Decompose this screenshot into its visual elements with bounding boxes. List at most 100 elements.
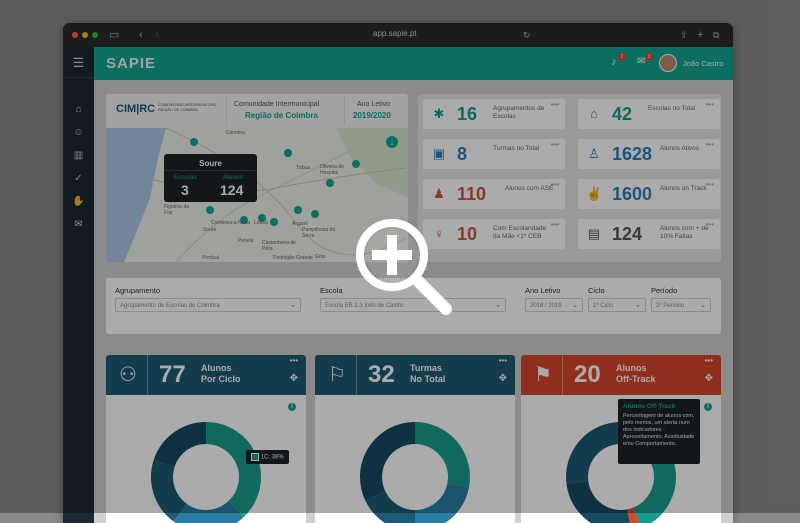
filter-escola-select[interactable]: Escola EB 2,3 Inês de Castro ⌄ <box>320 298 506 312</box>
filter-agrupamento-value: Agrupamento de Escolas de Coimbra <box>120 303 220 309</box>
move-icon[interactable]: ✥ <box>498 373 507 384</box>
filter-ciclo-label: Ciclo <box>588 286 605 295</box>
stat-card[interactable]: ♙ 1628 Alunos Ativos ••• <box>578 139 720 169</box>
more-options-icon[interactable]: ••• <box>704 356 713 365</box>
year-label: Ano Letivo <box>357 101 391 108</box>
new-tab-icon[interactable]: + <box>697 29 704 41</box>
more-options-icon[interactable]: ••• <box>550 180 559 189</box>
close-dot[interactable] <box>72 32 78 38</box>
avatar[interactable] <box>659 54 677 72</box>
map-place: Penela <box>238 238 254 244</box>
org-logo-sub: COMUNIDADE INTERMUNICIPAL REGIÃO DE COIM… <box>158 103 217 112</box>
filter-ciclo-select[interactable]: 1º Ciclo ⌄ <box>588 298 646 312</box>
more-options-icon[interactable]: ••• <box>550 100 559 109</box>
stat-card[interactable]: ✱ 16 Agrupamentos de Escolas ••• <box>423 99 565 129</box>
card-header: ⚐ 32 Turmas No Total ••• ✥ <box>315 355 515 395</box>
stat-card[interactable]: ▣ 8 Turmas no Total ••• <box>423 139 565 169</box>
card-label-2: Off-Track <box>616 374 656 384</box>
chart-tooltip-label: 1C: 38% <box>260 454 284 461</box>
more-options-icon[interactable]: ••• <box>705 220 714 229</box>
more-options-icon[interactable]: ••• <box>498 356 507 365</box>
donut-slice[interactable] <box>151 460 188 522</box>
offtrack-tooltip: Alunos Off-Track Percentagem de alunos c… <box>618 399 700 464</box>
maximize-dot[interactable] <box>92 32 98 38</box>
filter-agrupamento-select[interactable]: Agrupamento de Escolas de Coimbra ⌄ <box>115 298 301 312</box>
map-place: Góis <box>315 254 326 260</box>
url-bar[interactable]: app.sapie.pt <box>373 29 417 38</box>
minimize-dot[interactable] <box>82 32 88 38</box>
menu-icon[interactable]: ☰ <box>72 55 85 70</box>
tooltip-title: Soure <box>199 159 222 168</box>
map-place: Castanheira de Pêra <box>262 240 296 252</box>
stat-value: 1600 <box>612 184 653 204</box>
mail-icon[interactable]: ✉ <box>74 219 83 230</box>
more-options-icon[interactable]: ••• <box>289 356 298 365</box>
donut-slice[interactable] <box>153 422 207 468</box>
card-header: ⚑ 20 Alunos Off-Track ••• ✥ <box>521 355 721 395</box>
donut-slice[interactable] <box>360 422 416 501</box>
hand-icon[interactable]: ✋ <box>72 196 85 207</box>
donut-slice[interactable] <box>414 422 470 488</box>
tooltip-col1-value: 3 <box>181 182 189 198</box>
sidebar: ☰ ⌂ ☺ ▥ ✓ ✋ ✉ <box>63 47 94 523</box>
more-options-icon[interactable]: ••• <box>705 140 714 149</box>
zoom-in-icon[interactable] <box>350 213 460 323</box>
app-logo[interactable]: SAPIE <box>106 55 157 72</box>
stat-label: Turmas no Total <box>493 145 540 152</box>
chart-icon[interactable]: ▥ <box>73 150 84 161</box>
teacher-icon: ⚐ <box>328 364 346 386</box>
more-options-icon[interactable]: ••• <box>705 180 714 189</box>
home-icon[interactable]: ⌂ <box>75 104 82 115</box>
filter-ano-select[interactable]: 2018 / 2019 ⌄ <box>525 298 583 312</box>
users-icon[interactable]: ☺ <box>73 127 84 138</box>
back-icon[interactable]: ‹ <box>139 29 143 41</box>
stat-card[interactable]: ⌂ 42 Escolas no Total ••• <box>578 99 720 129</box>
stat-value: 110 <box>457 184 487 204</box>
check-icon[interactable]: ✓ <box>74 173 83 184</box>
info-icon[interactable]: i <box>288 403 296 411</box>
card-label-2: Por Ciclo <box>201 374 241 384</box>
tooltip-col1-label: Escolas <box>174 174 197 181</box>
bell-icon[interactable]: ♪ <box>611 56 617 68</box>
stat-card[interactable]: ♀ 10 Com Escolaridade da Mãe <1º CEB ••• <box>423 219 565 249</box>
region-map[interactable]: i <box>106 128 408 262</box>
move-icon[interactable]: ✥ <box>289 373 298 384</box>
stat-card[interactable]: ✌ 1600 Alunos on Track ••• <box>578 179 720 209</box>
info-icon[interactable]: i <box>704 403 712 411</box>
more-options-icon[interactable]: ••• <box>705 100 714 109</box>
map-place: Oliveira do Hospital <box>320 164 344 176</box>
card-turmas-no-total: ⚐ 32 Turmas No Total ••• ✥ <box>315 355 515 523</box>
chevron-down-icon: ⌄ <box>495 302 501 309</box>
dashboard-content: CIM|RC COMUNIDADE INTERMUNICIPAL REGIÃO … <box>94 80 733 523</box>
sidebar-toggle-icon[interactable]: ▭ <box>109 29 120 41</box>
clipboard-icon: ▤ <box>587 226 601 241</box>
offtrack-tooltip-body: Percentagem de alunos com, pelo menos, u… <box>623 413 695 447</box>
stat-card[interactable]: ♟ 110 Alunos com ASE ••• <box>423 179 565 209</box>
donut-slice[interactable] <box>626 507 640 523</box>
map-place: Condeixa-a-Nova <box>211 220 250 226</box>
filter-ciclo-value: 1º Ciclo <box>593 303 614 309</box>
stat-value: 1628 <box>612 144 653 164</box>
community-value: Região de Coimbra <box>245 111 318 120</box>
stat-label: Agrupamentos de Escolas <box>493 105 545 120</box>
envelope-icon[interactable]: ✉ <box>637 56 646 67</box>
reload-icon[interactable]: ↻ <box>523 30 531 40</box>
share-icon[interactable]: ⇪ <box>680 30 688 40</box>
card-label-2: No Total <box>410 374 446 384</box>
classroom-icon: ▣ <box>432 146 446 161</box>
mother-icon: ♀ <box>434 226 444 241</box>
move-icon[interactable]: ✥ <box>704 373 713 384</box>
stat-card[interactable]: ▤ 124 Alunos com + de 10% Faltas ••• <box>578 219 720 249</box>
tabs-overview-icon[interactable]: ⧉ <box>713 30 720 40</box>
map-place: Figueira da Foz <box>164 204 190 216</box>
chevron-down-icon: ⌄ <box>572 302 578 309</box>
map-place: Pedrógão Grande <box>273 255 313 261</box>
more-options-icon[interactable]: ••• <box>550 220 559 229</box>
family-icon: ♟ <box>433 186 445 201</box>
filter-periodo-select[interactable]: 3º Período ⌄ <box>651 298 711 312</box>
students-icon: ♙ <box>588 146 600 161</box>
user-name[interactable]: João Castro <box>683 59 724 68</box>
more-options-icon[interactable]: ••• <box>550 140 559 149</box>
forward-icon[interactable]: › <box>155 29 159 41</box>
donut-slice[interactable] <box>566 422 622 484</box>
